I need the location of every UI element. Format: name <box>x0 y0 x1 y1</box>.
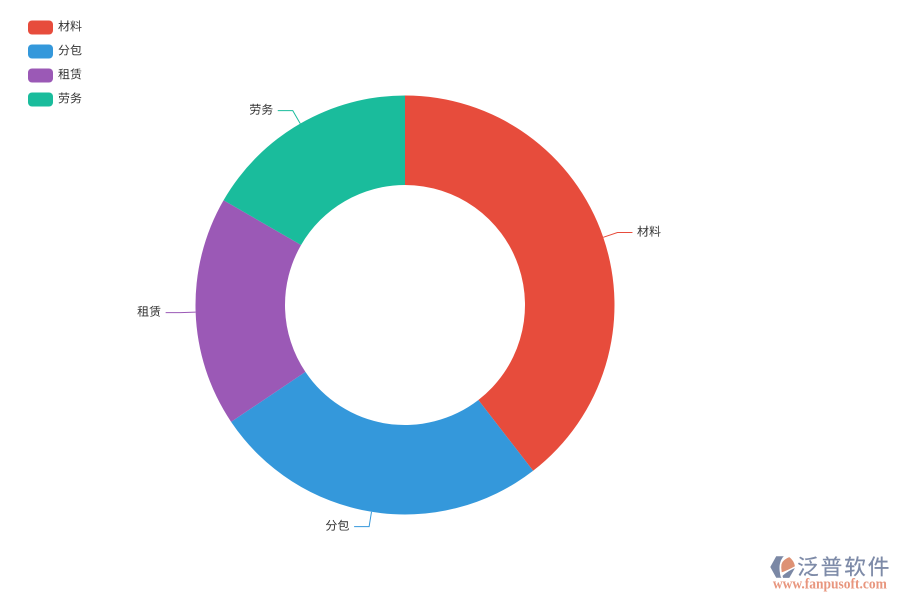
svg-text:www.fanpusoft.com: www.fanpusoft.com <box>773 576 887 593</box>
